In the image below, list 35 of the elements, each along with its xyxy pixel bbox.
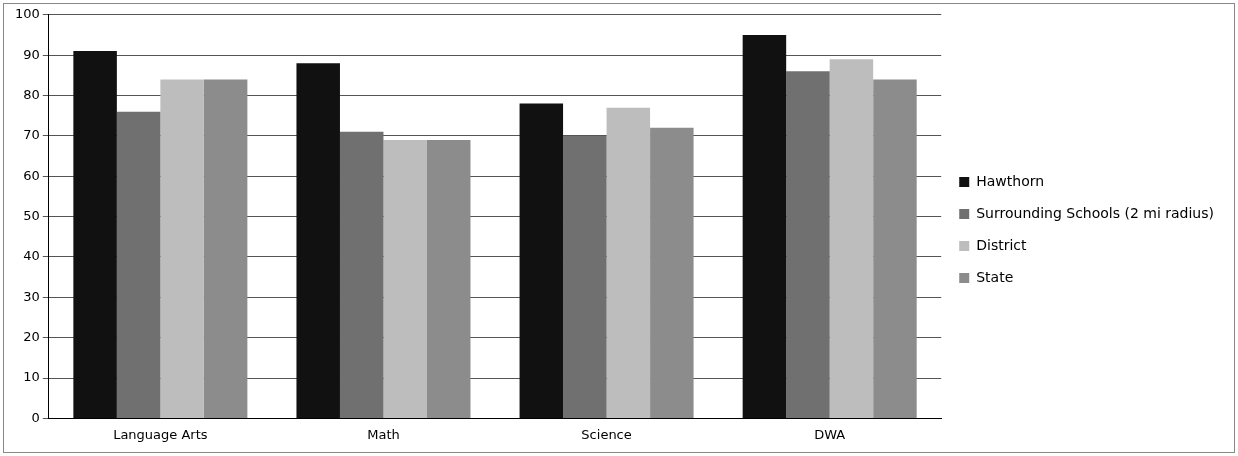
bar [296,63,340,418]
y-tick-label: 80 [23,86,40,102]
x-tick-label: Science [581,426,632,442]
y-tick-label: 60 [23,167,40,183]
bar [426,139,471,418]
y-tick-label: 90 [23,46,40,62]
y-tick-label: 0 [31,409,40,425]
bar [73,51,117,418]
bar [383,139,427,418]
legend-label: Hawthorn [976,172,1045,189]
y-tick-label: 20 [23,329,40,345]
bar [563,135,607,418]
bar [829,59,874,418]
legend-label: Surrounding Schools (2 mi radius) [976,204,1215,221]
legend-label: State [976,268,1014,285]
y-tick-label: 70 [23,127,40,143]
bar [650,127,694,418]
x-tick-label: Math [367,426,400,442]
bar [873,79,917,418]
bar [519,103,564,418]
bar [606,107,651,418]
bar [116,111,161,418]
bar [160,79,204,418]
legend-label: District [976,236,1028,253]
x-tick-label: Language Arts [113,426,208,442]
y-tick-label: 10 [23,369,40,385]
bar [339,131,384,418]
y-tick-label: 100 [14,6,40,22]
y-tick-label: 40 [23,248,40,264]
bar [742,34,787,418]
bar [203,79,248,418]
bar [786,71,830,418]
y-tick-label: 50 [23,207,40,223]
x-tick-label: DWA [814,426,846,442]
y-tick-label: 30 [23,288,40,304]
